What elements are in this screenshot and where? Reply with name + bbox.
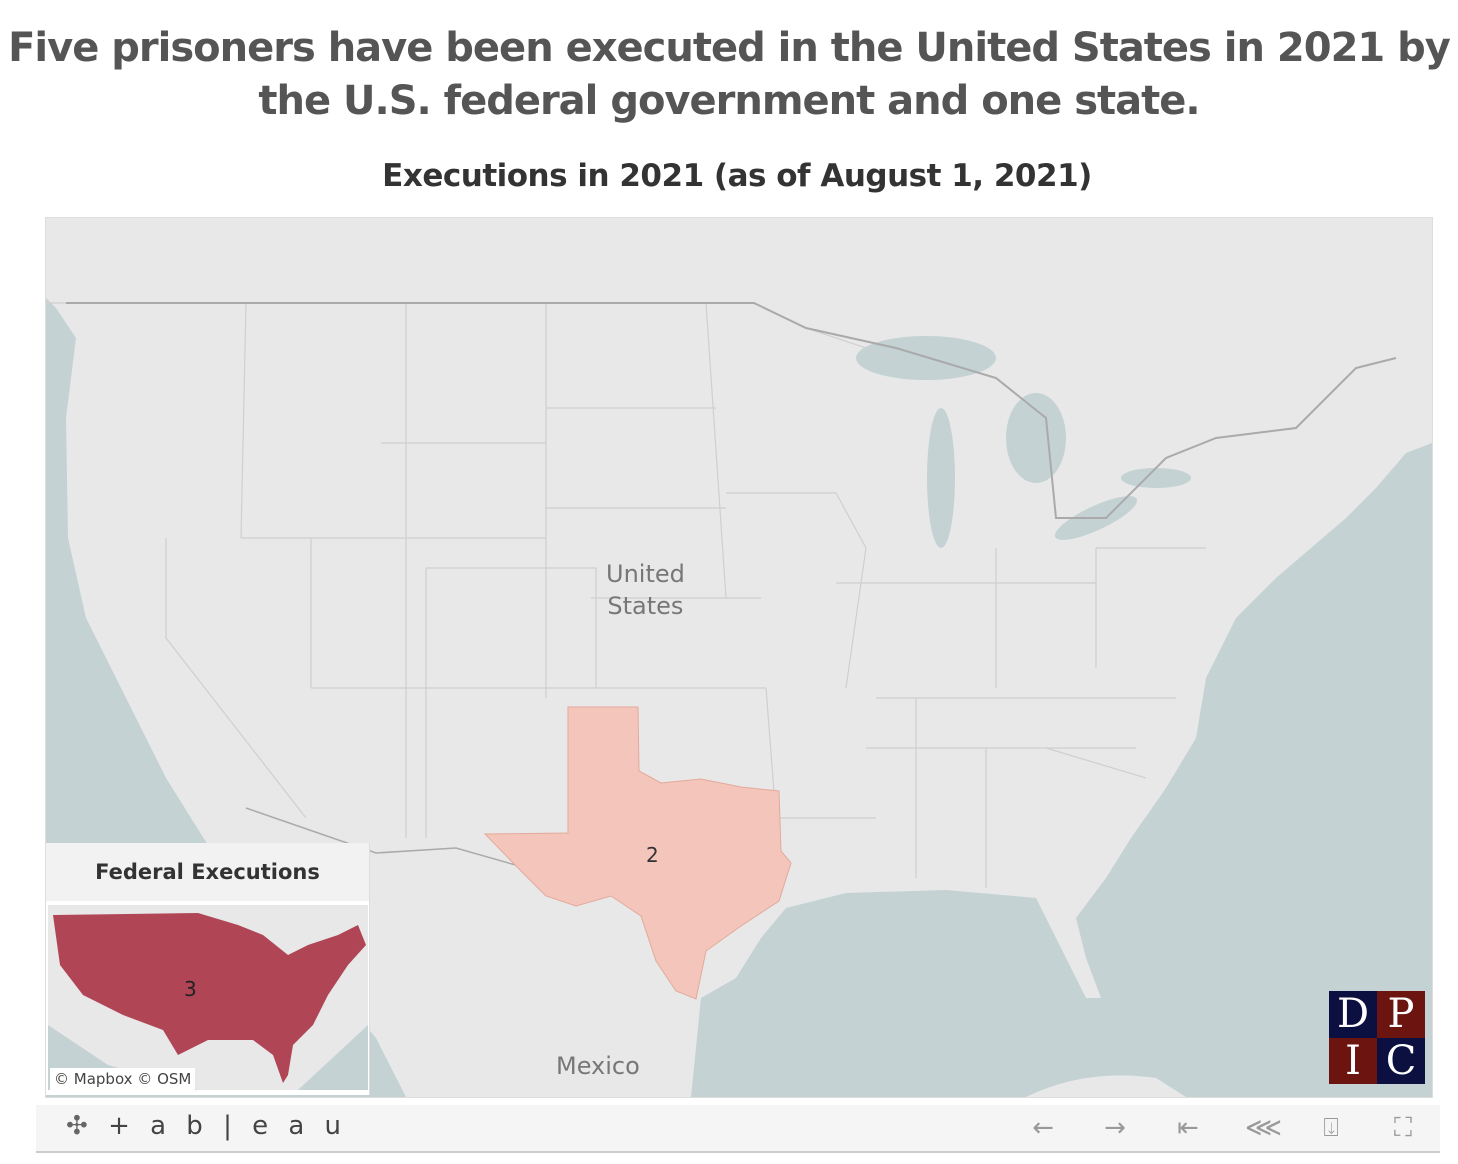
inset-basemap (48, 905, 368, 1090)
lake-huron (1006, 393, 1066, 483)
us-canada-border (66, 302, 1397, 519)
label-mexico: Mexico (556, 1052, 640, 1080)
tableau-mark-icon: ✣ (66, 1111, 94, 1141)
redo-icon[interactable]: → (1104, 1113, 1126, 1143)
map-subtitle: Executions in 2021 (as of August 1, 2021… (382, 158, 1092, 194)
land (46, 218, 1432, 1097)
download-icon[interactable]: ⍗ (1323, 1113, 1339, 1143)
tableau-toolbar: ✣ + a b | e a u ← → ⇤ ⋘ ⍗ ⛶ (36, 1105, 1440, 1153)
state-texas (483, 706, 792, 1000)
tableau-logo[interactable]: ✣ + a b | e a u (66, 1111, 348, 1141)
inset-value-label: 3 (184, 977, 197, 1001)
us-mexico-border (245, 807, 527, 869)
federal-executions-inset[interactable]: Federal Executions 3 © Mapbox © OSM (46, 843, 370, 1095)
fullscreen-icon[interactable]: ⛶ (1393, 1113, 1413, 1143)
revert-icon[interactable]: ⇤ (1177, 1113, 1199, 1143)
lake-ontario (1121, 468, 1191, 488)
page-title: Five prisoners have been executed in the… (8, 25, 1451, 124)
share-icon[interactable]: ⋘ (1245, 1113, 1282, 1143)
basemap (46, 218, 1432, 1097)
inset-title: Federal Executions (46, 843, 369, 901)
undo-icon[interactable]: ← (1032, 1113, 1054, 1143)
map-attribution[interactable]: © Mapbox © OSM (50, 1068, 196, 1090)
map-view[interactable]: United States Mexico 2 Federal Executions… (45, 217, 1433, 1098)
inset-us-shape (53, 913, 366, 1083)
texas-value-label: 2 (646, 843, 659, 867)
cuba (1026, 1075, 1186, 1097)
lake-michigan (927, 408, 955, 548)
inset-map[interactable]: 3 © Mapbox © OSM (48, 905, 368, 1090)
label-united-states: United States (606, 560, 685, 620)
